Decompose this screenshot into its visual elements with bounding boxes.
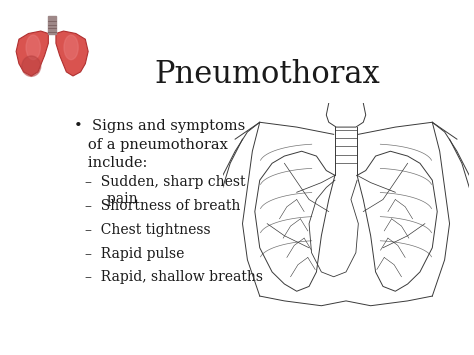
Polygon shape [16, 31, 48, 76]
Text: –  Rapid pulse: – Rapid pulse [85, 246, 184, 261]
Ellipse shape [22, 56, 41, 76]
Text: –  Rapid, shallow breaths: – Rapid, shallow breaths [85, 270, 263, 284]
Bar [48, 16, 56, 33]
Ellipse shape [26, 35, 40, 60]
Polygon shape [56, 31, 88, 76]
Ellipse shape [64, 35, 78, 60]
Text: •  Signs and symptoms
   of a pneumothorax
   include:: • Signs and symptoms of a pneumothorax i… [74, 119, 245, 170]
Text: –  Sudden, sharp chest
     pain: – Sudden, sharp chest pain [85, 175, 246, 207]
Text: Pneumothorax: Pneumothorax [154, 59, 380, 89]
Text: –  Shortness of breath: – Shortness of breath [85, 199, 240, 213]
Text: –  Chest tightness: – Chest tightness [85, 223, 210, 237]
